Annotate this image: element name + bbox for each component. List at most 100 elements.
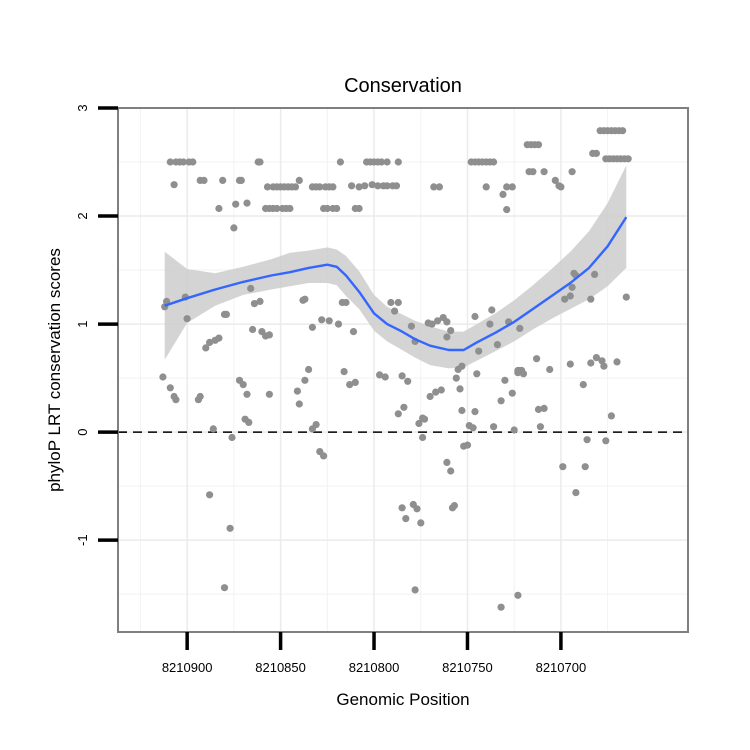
- data-point: [458, 406, 466, 415]
- y-tick-label: 1: [75, 320, 90, 327]
- x-tick-label: 8210850: [255, 660, 306, 675]
- data-point: [566, 360, 574, 368]
- data-point: [529, 168, 537, 176]
- data-point: [503, 183, 511, 191]
- data-point: [486, 320, 494, 328]
- data-point: [301, 376, 309, 384]
- data-point: [536, 423, 545, 431]
- data-point: [619, 127, 627, 135]
- chart-title: Conservation: [344, 75, 462, 97]
- data-point: [237, 176, 245, 184]
- data-point: [591, 270, 599, 278]
- data-point: [222, 310, 230, 318]
- data-point: [497, 397, 505, 405]
- data-point: [316, 183, 324, 191]
- data-point: [308, 323, 316, 331]
- data-point: [383, 182, 391, 190]
- data-point: [323, 204, 331, 213]
- data-point: [534, 141, 543, 149]
- data-point: [430, 183, 438, 191]
- data-point: [463, 441, 472, 449]
- data-point: [325, 317, 333, 325]
- data-point: [200, 176, 208, 184]
- x-tick-label: 8210750: [442, 660, 493, 675]
- data-point: [172, 396, 180, 404]
- data-point: [398, 372, 406, 380]
- data-point: [497, 603, 505, 611]
- data-point: [391, 307, 399, 315]
- data-point: [286, 204, 294, 213]
- data-point: [557, 183, 565, 191]
- smooth-line: [164, 216, 628, 352]
- data-point: [419, 433, 427, 442]
- data-point: [546, 365, 554, 374]
- data-point: [514, 369, 522, 377]
- panel-background: [118, 108, 688, 632]
- data-point: [561, 295, 569, 303]
- x-tick-label: 8210900: [162, 660, 213, 675]
- data-point: [228, 433, 236, 442]
- data-point: [624, 155, 632, 163]
- data-point: [394, 158, 402, 166]
- data-point: [305, 365, 313, 374]
- data-point: [434, 317, 442, 325]
- data-point: [355, 183, 363, 191]
- data-point: [265, 390, 273, 398]
- data-point: [428, 320, 436, 328]
- data-point: [273, 204, 281, 213]
- data-point: [166, 384, 174, 392]
- data-point: [447, 467, 455, 475]
- data-point: [592, 149, 601, 157]
- data-point: [456, 385, 464, 393]
- data-point: [247, 284, 255, 292]
- data-point: [490, 423, 498, 431]
- confidence-ribbon: [164, 165, 627, 369]
- data-point: [417, 519, 425, 527]
- data-point: [600, 362, 608, 370]
- data-point: [295, 176, 303, 184]
- data-point: [482, 183, 490, 191]
- panel-border: [117, 107, 689, 633]
- data-point: [598, 357, 606, 365]
- data-point: [215, 334, 223, 342]
- data-point: [383, 158, 391, 166]
- x-tick-label: 8210700: [536, 660, 587, 675]
- data-point: [613, 358, 621, 366]
- data-point: [256, 158, 264, 166]
- data-point: [351, 378, 359, 386]
- data-point: [230, 224, 238, 232]
- data-point: [493, 341, 501, 349]
- data-point: [232, 200, 240, 208]
- data-point: [475, 347, 483, 355]
- data-point: [432, 388, 440, 396]
- data-point: [320, 452, 328, 460]
- data-point: [196, 392, 204, 401]
- data-point: [349, 328, 358, 336]
- data-point: [220, 584, 229, 592]
- data-point: [519, 370, 528, 378]
- data-point: [420, 415, 429, 423]
- data-point: [377, 158, 386, 166]
- data-point: [312, 421, 320, 429]
- data-point: [381, 373, 389, 381]
- data-point: [295, 400, 303, 408]
- data-point: [159, 373, 167, 381]
- x-axis-label: Genomic Position: [336, 690, 469, 709]
- data-point: [471, 312, 479, 321]
- data-point: [215, 204, 223, 213]
- data-point: [443, 333, 451, 341]
- data-point: [206, 491, 214, 499]
- confidence-ribbon-layer: [164, 165, 627, 369]
- data-point: [368, 181, 376, 189]
- data-point: [392, 182, 401, 190]
- data-point: [243, 390, 251, 398]
- data-point: [402, 515, 410, 523]
- data-point: [415, 419, 423, 428]
- data-point: [473, 370, 481, 378]
- data-point: [583, 436, 591, 444]
- data-point: [183, 315, 191, 323]
- data-point: [443, 318, 451, 326]
- data-point: [206, 338, 214, 346]
- data-point: [333, 204, 341, 213]
- smooth-line-layer: [164, 216, 628, 352]
